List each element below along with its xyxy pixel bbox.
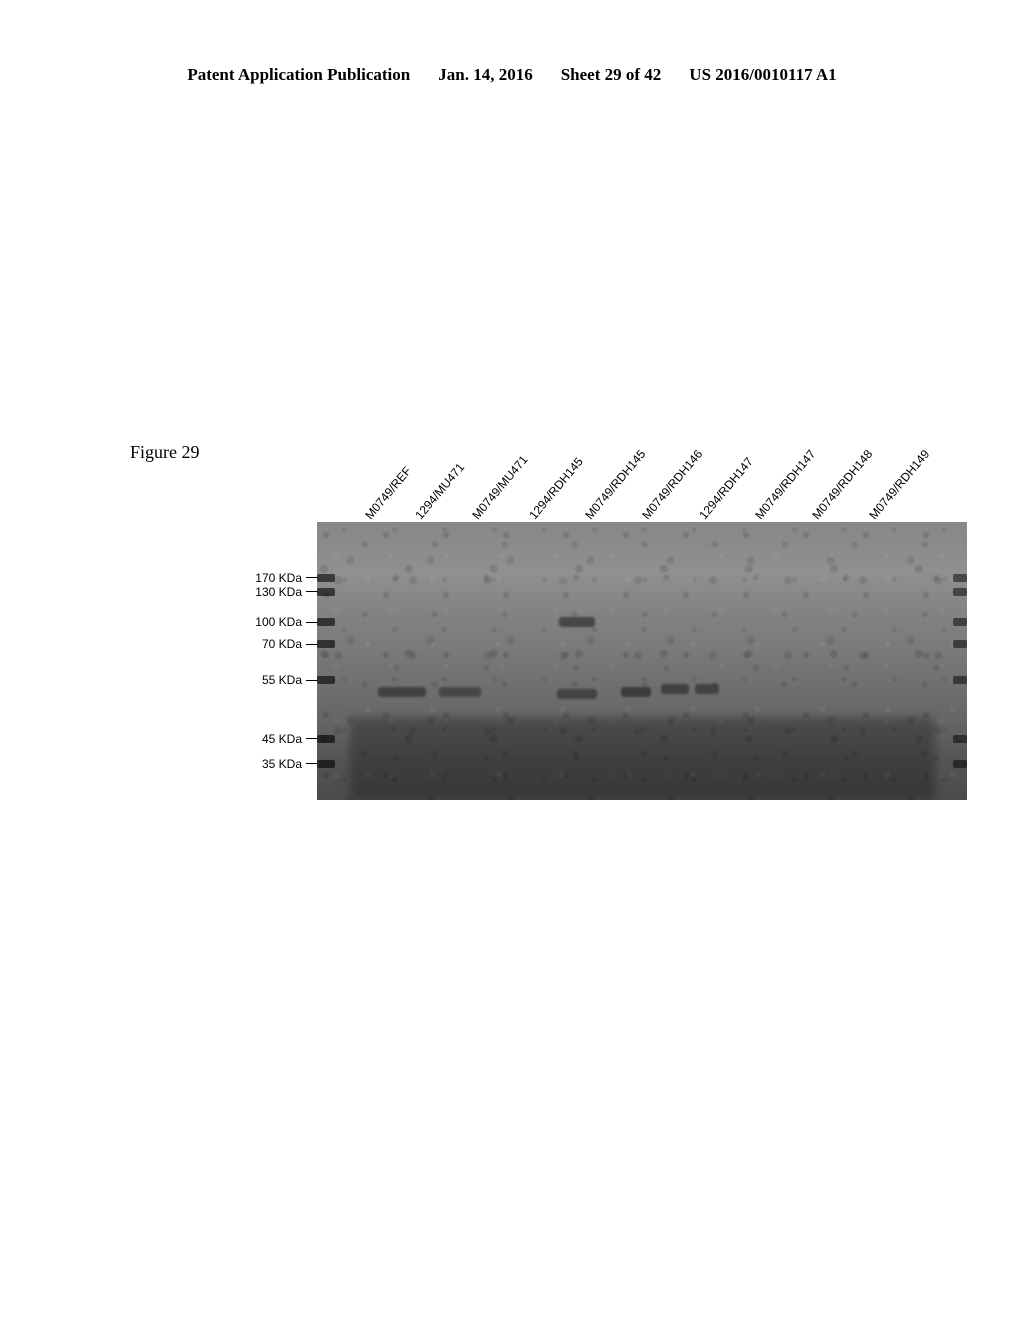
ladder-band-right xyxy=(953,640,967,648)
blot-gel-image xyxy=(317,522,967,800)
lane-label: M0749/REF xyxy=(362,464,414,522)
ladder-band-right xyxy=(953,735,967,743)
sheet-number: Sheet 29 of 42 xyxy=(561,65,662,85)
lane-label: 1294/MU471 xyxy=(412,460,467,522)
lane-label: M0749/MU471 xyxy=(469,453,530,522)
mw-marker-text: 130 KDa xyxy=(255,585,302,599)
lane-label: M0749/RDH148 xyxy=(809,447,875,522)
protein-band xyxy=(439,687,481,697)
ladder-band xyxy=(317,574,335,582)
protein-band xyxy=(621,687,651,697)
page-header: Patent Application Publication Jan. 14, … xyxy=(0,65,1024,85)
ladder-band-right xyxy=(953,618,967,626)
lane-label: M0749/RDH145 xyxy=(583,447,649,522)
mw-marker-label: 100 KDa xyxy=(255,615,320,629)
mw-marker-text: 70 KDa xyxy=(262,637,302,651)
lane-label: M0749/RDH147 xyxy=(753,447,819,522)
ladder-band-right xyxy=(953,760,967,768)
mw-marker-text: 170 KDa xyxy=(255,571,302,585)
publication-label: Patent Application Publication xyxy=(187,65,410,85)
ladder-band-right xyxy=(953,676,967,684)
ladder-band-right xyxy=(953,574,967,582)
protein-band xyxy=(695,684,719,694)
mw-marker-text: 35 KDa xyxy=(262,757,302,771)
publication-date: Jan. 14, 2016 xyxy=(438,65,532,85)
ladder-band xyxy=(317,640,335,648)
mw-marker-label: 70 KDa xyxy=(262,637,320,651)
publication-number: US 2016/0010117 A1 xyxy=(689,65,836,85)
ladder-band-right xyxy=(953,588,967,596)
mw-marker-label: 45 KDa xyxy=(262,732,320,746)
mw-marker-label: 170 KDa xyxy=(255,571,320,585)
mw-marker-text: 45 KDa xyxy=(262,732,302,746)
header-row: Patent Application Publication Jan. 14, … xyxy=(187,65,836,85)
mw-marker-label: 130 KDa xyxy=(255,585,320,599)
mw-marker-label: 55 KDa xyxy=(262,673,320,687)
mw-marker-text: 55 KDa xyxy=(262,673,302,687)
ladder-band xyxy=(317,760,335,768)
lane-label: 1294/RDH147 xyxy=(696,455,756,522)
mw-marker-label: 35 KDa xyxy=(262,757,320,771)
protein-band xyxy=(559,617,595,627)
ladder-band xyxy=(317,735,335,743)
mw-marker-text: 100 KDa xyxy=(255,615,302,629)
protein-band xyxy=(661,684,689,694)
ladder-band xyxy=(317,676,335,684)
figure-number: Figure 29 xyxy=(130,442,200,463)
lane-label: M0749/RDH149 xyxy=(866,447,932,522)
lane-label: M0749/RDH146 xyxy=(639,447,705,522)
lane-labels-row: M0749/REF1294/MU471M0749/MU4711294/RDH14… xyxy=(335,422,965,522)
lane-label: 1294/RDH145 xyxy=(526,455,586,522)
dark-bottom-region xyxy=(350,717,935,800)
western-blot-figure: M0749/REF1294/MU471M0749/MU4711294/RDH14… xyxy=(260,422,940,800)
protein-band xyxy=(557,689,597,699)
ladder-band xyxy=(317,618,335,626)
ladder-band xyxy=(317,588,335,596)
protein-band xyxy=(378,687,426,697)
